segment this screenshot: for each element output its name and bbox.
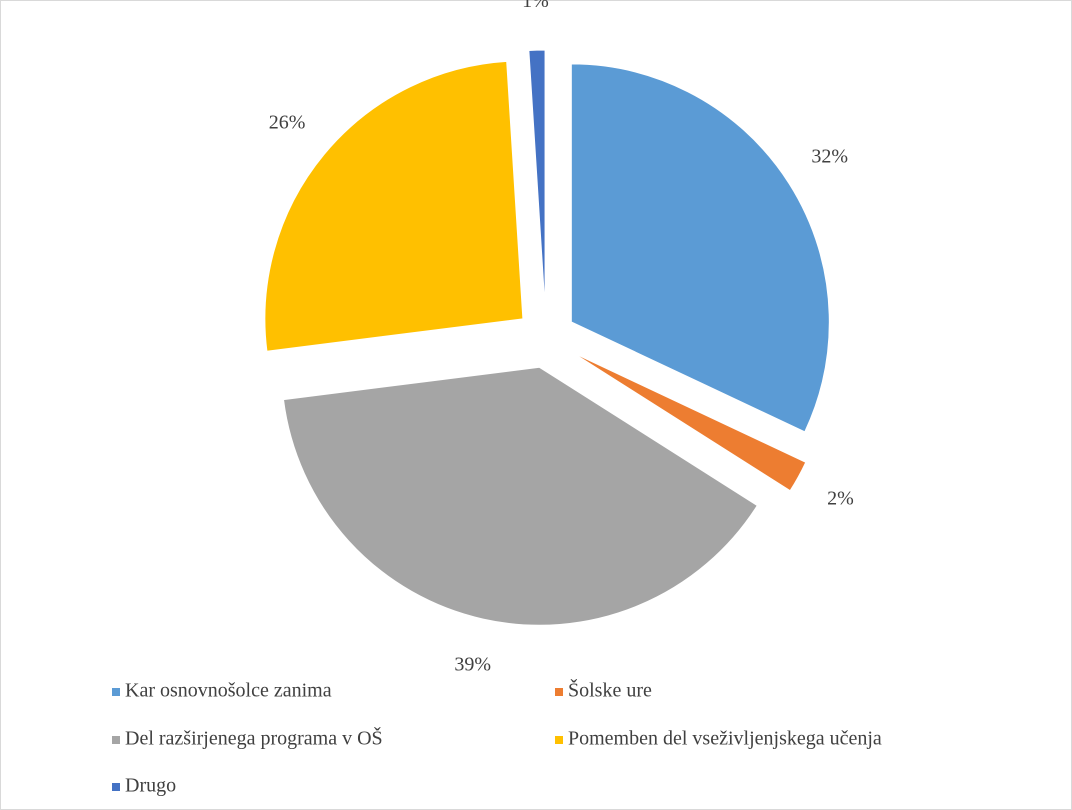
legend-label: Šolske ure xyxy=(568,678,652,702)
legend-label: Pomemben del vseživljenjskega učenja xyxy=(568,728,882,750)
legend-label: Drugo xyxy=(125,775,176,797)
data-label: 2% xyxy=(827,487,854,509)
legend-swatch xyxy=(555,688,563,696)
legend-label: Del razširjenega programa v OŠ xyxy=(125,726,383,750)
pie-slice xyxy=(282,366,758,626)
legend-swatch xyxy=(555,736,563,744)
data-label: 1% xyxy=(522,0,549,12)
data-label: 39% xyxy=(454,654,491,676)
legend-swatch xyxy=(112,736,120,744)
pie-slice xyxy=(264,60,524,352)
data-label: 26% xyxy=(269,111,306,133)
pie-slice xyxy=(572,352,807,492)
legend-swatch xyxy=(112,688,120,696)
data-label: 32% xyxy=(811,146,848,168)
pie-slice xyxy=(528,49,546,309)
legend-label: Kar osnovnošolce zanima xyxy=(125,680,332,702)
legend-swatch xyxy=(112,783,120,791)
pie-slice xyxy=(570,63,830,433)
